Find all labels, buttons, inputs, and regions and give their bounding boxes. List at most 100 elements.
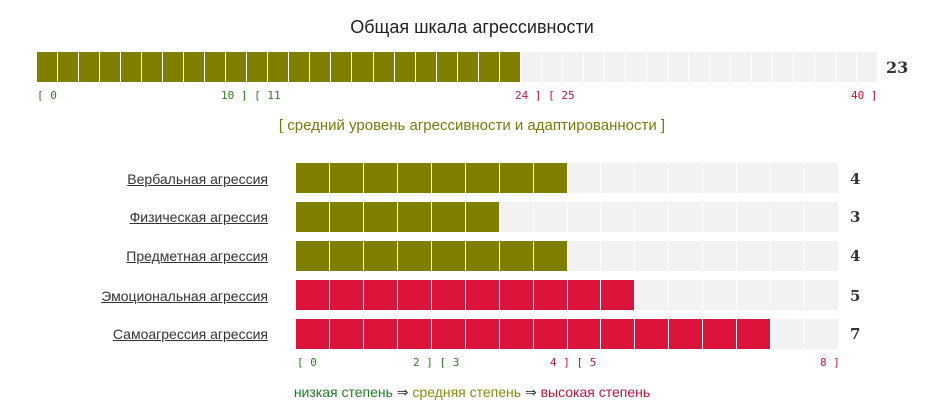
bar-segment-filled [415, 52, 437, 82]
bar-segment-filled [703, 319, 738, 349]
bar-segment-empty [601, 163, 636, 193]
scale-label-physical[interactable]: Физическая агрессия [129, 209, 268, 225]
scale-bar-object [296, 241, 838, 271]
scale-bar-physical [296, 202, 838, 232]
scale-value-object: 4 [850, 247, 861, 265]
scale-label-emotional[interactable]: Эмоциональная агрессия [101, 288, 268, 304]
bar-segment-filled [184, 52, 206, 82]
bar-segment-filled [289, 52, 311, 82]
total-aggression-bar [37, 52, 877, 82]
bar-segment-filled [533, 241, 568, 271]
bar-segment-empty [521, 52, 542, 82]
bar-segment-filled [205, 52, 227, 82]
bar-segment-empty [669, 202, 704, 232]
bar-segment-filled [533, 163, 568, 193]
bar-segment-filled [567, 280, 602, 310]
scale-bar-self [296, 319, 838, 349]
page-title: Общая шкала агрессивности [350, 17, 594, 37]
bar-segment-empty [500, 202, 534, 232]
bar-segment-empty [542, 52, 563, 82]
bar-segment-empty [771, 163, 806, 193]
bar-segment-filled [363, 319, 398, 349]
scale-label-verbal[interactable]: Вербальная агрессия [127, 171, 268, 187]
scale-label-self[interactable]: Самоагрессия агрессия [112, 326, 268, 342]
bar-segment-filled [37, 52, 59, 82]
bar-segment-empty [563, 52, 584, 82]
bar-segment-filled [310, 52, 332, 82]
scale-tick-8: 8 ] [820, 356, 840, 369]
bar-segment-filled [329, 319, 364, 349]
bar-segment-filled [737, 319, 772, 349]
bar-segment-empty [771, 241, 806, 271]
bar-segment-empty [669, 280, 704, 310]
bar-segment-filled [436, 52, 458, 82]
bar-segment-filled [58, 52, 80, 82]
bar-segment-empty [805, 280, 838, 310]
total-aggression-value: 23 [886, 58, 909, 77]
bar-segment-filled [397, 319, 432, 349]
bar-segment-empty [805, 163, 838, 193]
total-tick-40: 40 ] [851, 89, 878, 102]
bar-segment-empty [635, 163, 670, 193]
bar-segment-filled [499, 241, 534, 271]
bar-segment-empty [601, 202, 636, 232]
total-tick-24: 24 ] [ 25 [515, 89, 575, 102]
scale-bar-emotional [296, 280, 838, 310]
bar-segment-filled [457, 52, 479, 82]
bar-segment-filled [363, 202, 398, 232]
bar-segment-empty [737, 163, 772, 193]
total-tick-10: 10 ] [ 11 [221, 89, 281, 102]
bar-segment-filled [397, 163, 432, 193]
bar-segment-filled [478, 52, 500, 82]
scale-value-physical: 3 [850, 208, 861, 226]
bar-segment-filled [499, 52, 521, 82]
bar-segment-filled [397, 241, 432, 271]
bar-segment-empty [710, 52, 732, 82]
legend-arrow-2: ⇒ [521, 384, 541, 400]
bar-segment-filled [163, 52, 185, 82]
bar-segment-filled [431, 280, 466, 310]
bar-segment-filled [533, 280, 568, 310]
bar-segment-filled [567, 319, 602, 349]
bar-segment-filled [499, 319, 534, 349]
bar-segment-filled [247, 52, 269, 82]
bar-segment-filled [142, 52, 164, 82]
bar-segment-empty [669, 241, 704, 271]
bar-segment-filled [79, 52, 101, 82]
scale-tick-4: 4 ] [ 5 [550, 356, 597, 369]
bar-segment-empty [689, 52, 710, 82]
bar-segment-empty [703, 241, 738, 271]
bar-segment-empty [794, 52, 816, 82]
legend-medium: средняя степень [412, 384, 522, 400]
bar-segment-empty [805, 319, 838, 349]
scale-value-self: 7 [850, 325, 861, 343]
bar-segment-filled [431, 241, 466, 271]
bar-segment-empty [635, 202, 670, 232]
bar-segment-filled [352, 52, 374, 82]
bar-segment-empty [857, 52, 877, 82]
scale-tick-2: 2 ] [ 3 [413, 356, 460, 369]
bar-segment-empty [752, 52, 774, 82]
bar-segment-empty [534, 202, 568, 232]
scale-bar-verbal [296, 163, 838, 193]
bar-segment-filled [329, 280, 364, 310]
scale-value-emotional: 5 [850, 287, 861, 305]
severity-legend: низкая степень ⇒ средняя степень ⇒ высок… [0, 384, 944, 401]
bar-segment-filled [373, 52, 395, 82]
total-tick-0: [ 0 [37, 89, 57, 102]
bar-segment-empty [805, 241, 838, 271]
bar-segment-filled [363, 280, 398, 310]
bar-segment-empty [584, 52, 605, 82]
scale-label-object[interactable]: Предметная агрессия [126, 248, 268, 264]
bar-segment-empty [703, 202, 738, 232]
bar-segment-filled [329, 241, 364, 271]
bar-segment-empty [568, 241, 602, 271]
bar-segment-filled [465, 280, 500, 310]
bar-segment-filled [669, 319, 704, 349]
total-level-caption: [ средний уровень агрессивности и адапти… [278, 117, 666, 134]
bar-segment-filled [601, 319, 636, 349]
bar-segment-filled [465, 319, 500, 349]
bar-segment-empty [647, 52, 668, 82]
bar-segment-empty [731, 52, 753, 82]
bar-segment-filled [226, 52, 248, 82]
